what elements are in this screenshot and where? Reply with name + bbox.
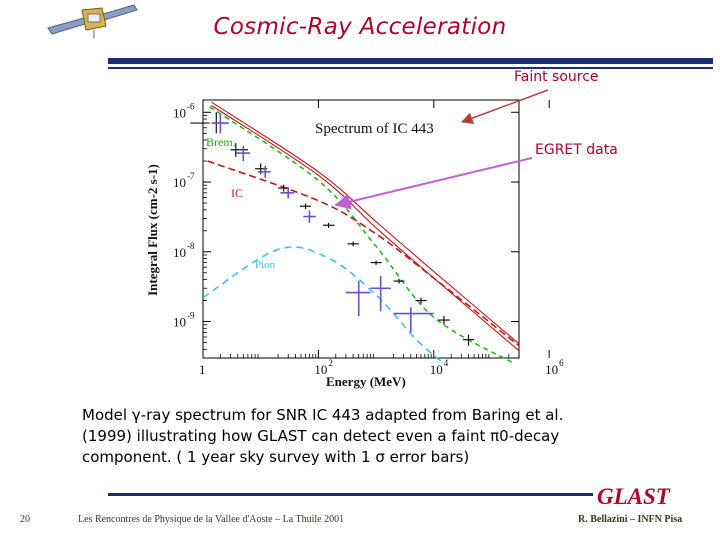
total-curve-lower [211,105,520,352]
x-tick-exponent: 6 [559,358,564,368]
glast-point [322,222,335,228]
chart-title: Spectrum of IC 443 [315,121,434,137]
glast-point [415,297,427,304]
y-tick-exponent: -8 [187,241,195,251]
egret-point [211,113,229,134]
x-tick-exponent: 4 [444,358,449,368]
egret-point [303,210,316,223]
footer-rule [108,493,593,496]
page-number: 20 [20,514,30,525]
plot-frame [202,99,520,359]
model-curves [202,101,520,365]
x-tick-label: 10 [314,362,327,377]
slide-title: Cosmic-Ray Acceleration [213,14,507,40]
glast-point [278,184,290,192]
egret-point [345,281,371,317]
title-rule-thin [108,67,713,69]
egret-point [236,145,250,162]
brem-curve [209,106,515,365]
glast-point [370,260,382,265]
legend-ic: IC [231,186,243,200]
legend-pion: Pion [255,259,276,271]
x-tick-label: 1 [199,362,206,377]
faint-source-arrow [460,89,549,124]
glast-point [438,316,450,325]
y-tick-label: 10 [173,175,186,190]
egret-point [280,187,295,199]
caption-line-3: component. ( 1 year sky survey with 1 σ … [82,448,470,466]
x-tick-exponent: 2 [328,358,333,368]
x-tick-label: 10 [545,362,558,377]
glast-brand: GLAST [597,484,670,509]
y-tick-exponent: -6 [187,101,195,111]
x-axis-label: Energy (MeV) [326,374,406,389]
y-tick-label: 10 [173,315,186,330]
glast-point [299,203,311,210]
axis-ticks: 1 10 2 10 4 10 610 -610 -710 -810 -9 [173,100,564,377]
faint-source-annotation: Faint source [514,69,599,85]
glast-point [347,241,359,247]
pion-curve [202,246,445,365]
egret-point [258,165,271,178]
footer-conference: Les Rencontres de Physique de la Vallee … [78,514,345,525]
egret-data-annotation: EGRET data [535,142,618,158]
y-axis-label: Integral Flux (cm-2 s-1) [145,164,160,296]
data-points [190,112,475,346]
footer-author: R. Bellazini – INFN Pisa [578,514,683,525]
satellite-icon [47,4,138,38]
glast-point [393,278,405,284]
y-tick-exponent: -7 [187,171,195,181]
caption: Model γ-ray spectrum for SNR IC 443 adap… [82,405,662,468]
title-rule [108,58,713,64]
legend-brem: Brem. [206,135,236,149]
glast-point [230,143,248,157]
glast-point [462,334,475,346]
total-curve-upper [211,101,520,345]
caption-line-2: (1999) illustrating how GLAST can detect… [82,427,560,445]
egret-point [393,307,434,333]
y-tick-label: 10 [173,245,186,260]
ic-curve [207,160,520,347]
egret-data-arrow [334,157,533,210]
y-tick-label: 10 [173,105,186,120]
y-tick-exponent: -9 [187,311,195,321]
egret-point [370,275,391,312]
caption-line-1: Model γ-ray spectrum for SNR IC 443 adap… [82,406,564,424]
x-tick-label: 10 [430,362,443,377]
